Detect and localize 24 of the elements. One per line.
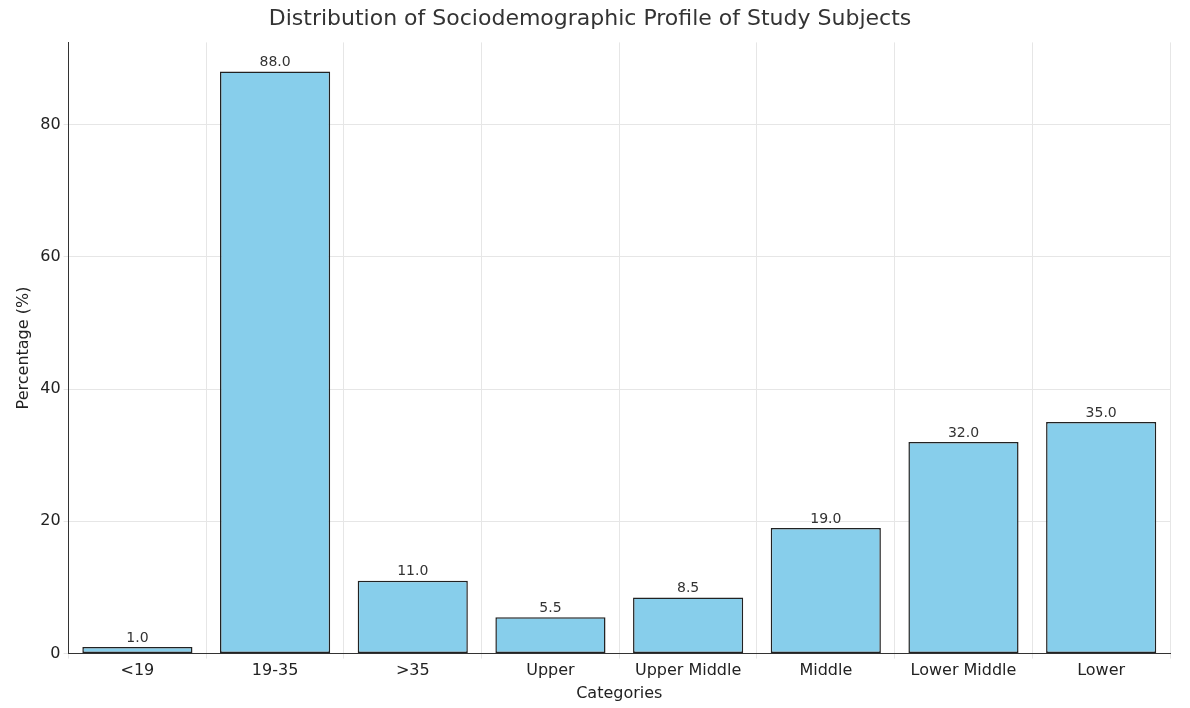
data-label: 8.5 [676, 579, 700, 596]
y-tick-label: 40 [40, 378, 61, 398]
y-axis-title: Percentage (%) [12, 286, 32, 410]
x-tick-label: >35 [395, 660, 430, 680]
y-tick-label: 80 [40, 113, 61, 133]
data-label: 11.0 [397, 562, 429, 579]
y-tick-label: 0 [50, 642, 61, 662]
x-tick-label: <19 [120, 660, 155, 680]
data-label: 19.0 [810, 509, 842, 526]
x-tick-label: Lower Middle [910, 660, 1017, 680]
chart-title: Distribution of Sociodemographic Profile of Study Subjects [268, 4, 912, 30]
data-label: 5.5 [539, 598, 562, 615]
y-tick-label: 60 [40, 245, 61, 265]
x-tick-label: Middle [799, 660, 853, 680]
data-label: 88.0 [259, 53, 291, 70]
data-label: 1.0 [126, 628, 149, 645]
x-tick-label: Upper [526, 660, 576, 680]
x-tick-label: Lower [1077, 660, 1126, 680]
x-axis-title: Categories [576, 682, 663, 702]
y-tick-label: 20 [40, 510, 61, 530]
data-label: 32.0 [947, 423, 980, 440]
x-tick-label: 19-35 [251, 660, 299, 680]
x-tick-label: Upper Middle [634, 660, 742, 680]
data-label: 35.0 [1085, 403, 1117, 420]
